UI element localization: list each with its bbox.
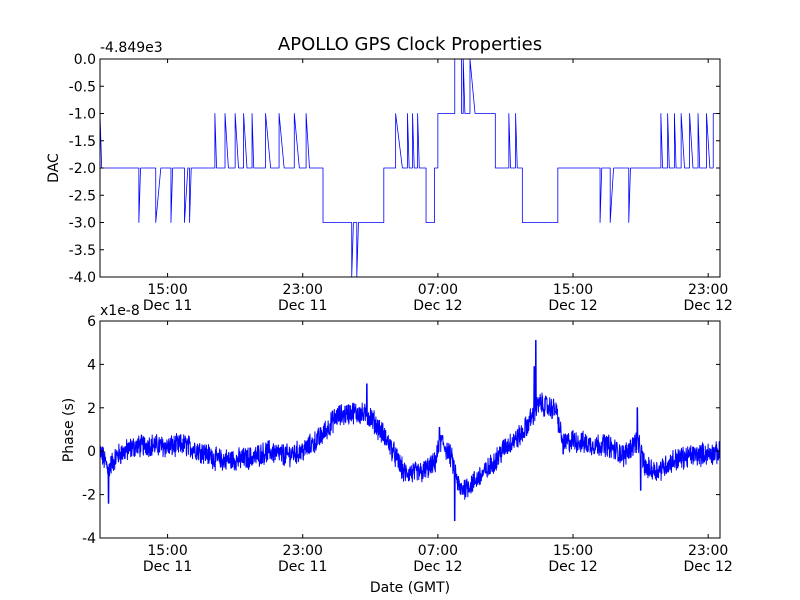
x-tick-date-label: Dec 12 [548,559,597,575]
x-tick-time-label: 23:00 [283,543,323,559]
chart-title: APOLLO GPS Clock Properties [278,34,542,55]
dac-series-line [100,59,720,277]
y-tick-label: 0.0 [74,52,96,68]
x-tick-date-label: Dec 12 [548,298,597,314]
bottom-offset-label: x1e-8 [100,303,140,319]
y-tick-label: -2.5 [69,188,96,204]
bottom-y-axis-label: Phase (s) [61,398,77,462]
y-tick-label: 0 [87,444,96,460]
dac-plot: 0.0 -0.5 -1.0 -1.5 -2.0 -2.5 -3.0 -3.5 -4.0 15:00… [69,52,733,314]
x-tick-date-label: Dec 11 [143,298,192,314]
bottom-x-axis-label: Date (GMT) [370,580,450,596]
y-tick-label: -1.0 [69,107,96,123]
x-tick-time-label: 23:00 [688,282,728,298]
y-tick-label: 2 [87,401,96,417]
x-tick-time-label: 23:00 [283,282,323,298]
x-tick-date-label: Dec 12 [683,559,732,575]
x-tick-date-label: Dec 12 [413,298,462,314]
x-tick-time-label: 15:00 [147,543,187,559]
top-y-axis-label: DAC [46,153,62,183]
y-tick-label: -2 [82,488,96,504]
y-tick-label: -3.5 [69,243,96,259]
y-tick-label: -4.0 [69,270,96,286]
x-tick-time-label: 15:00 [553,282,593,298]
y-tick-label: -1.5 [69,134,96,150]
y-tick-label: 4 [87,357,96,373]
x-tick-date-label: Dec 12 [413,559,462,575]
top-offset-label: -4.849e3 [100,40,163,56]
y-tick-label: 6 [87,314,96,330]
x-tick-time-label: 07:00 [418,282,458,298]
y-tick-label: -0.5 [69,79,96,95]
x-tick-time-label: 15:00 [553,543,593,559]
x-tick-date-label: Dec 11 [143,559,192,575]
x-tick-date-label: Dec 11 [278,298,327,314]
x-tick-time-label: 23:00 [688,543,728,559]
y-tick-label: -4 [82,531,96,547]
x-tick-time-label: 15:00 [147,282,187,298]
x-tick-date-label: Dec 11 [278,559,327,575]
y-tick-label: -2.0 [69,161,96,177]
phase-series-line [100,340,720,522]
x-tick-date-label: Dec 12 [683,298,732,314]
x-tick-time-label: 07:00 [418,543,458,559]
plot-frame [99,320,721,539]
y-tick-label: -3.0 [69,216,96,232]
